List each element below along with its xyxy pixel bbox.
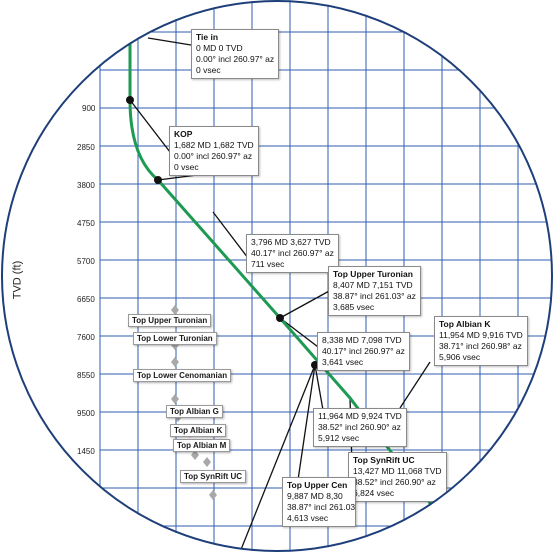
callout-md-tvd: 11,964 MD 9,924 TVD [318, 411, 402, 421]
callout-vsec: 0 vsec [174, 162, 199, 172]
callout-md-tvd: 13,427 MD 11,068 TVD [353, 466, 442, 476]
callout-top-upper-turonian: Top Upper Turonian 8,407 MD 7,151 TVD 38… [328, 266, 421, 316]
y-tick-label: 1450 [77, 447, 95, 456]
callout-tie-in: Tie in 0 MD 0 TVD 0.00° incl 260.97° az … [191, 29, 280, 79]
callout-md-tvd: 1,682 MD 1,682 TVD [174, 140, 254, 150]
callout-11964-md: 11,964 MD 9,924 TVD 38.52° incl 260.90° … [313, 408, 407, 447]
formation-diamond-marker [209, 490, 217, 500]
callout-top-synrift-uc: Top SynRift UC 13,427 MD 11,068 TVD 38.5… [348, 452, 447, 502]
formation-label: Top Albian G [166, 405, 223, 418]
callout-md-tvd: 8,338 MD 7,098 TVD [322, 335, 402, 345]
formation-label: Top Albian M [173, 439, 231, 452]
callout-kop: KOP 1,682 MD 1,682 TVD 0.00° incl 260.97… [169, 126, 259, 176]
callout-incl-az: 38.52° incl 260.90° az [318, 422, 401, 432]
callout-top-albian-k: Top Albian K 11,954 MD 9,916 TVD 38.71° … [434, 316, 528, 366]
callout-vsec: 711 vsec [251, 259, 285, 269]
y-tick-label: 7600 [77, 333, 95, 342]
callout-vsec: 5,912 vsec [318, 433, 360, 443]
formation-diamond-marker [203, 457, 211, 467]
callout-leader-line [314, 364, 324, 411]
callout-3796-md: 3,796 MD 3,627 TVD 40.17° incl 260.97° a… [246, 234, 339, 273]
y-tick-label: 9500 [77, 409, 95, 418]
y-tick-label: 8550 [77, 371, 95, 380]
callout-incl-az: 38.87° incl 261.03° az [333, 291, 416, 301]
callout-vsec: 4,613 vsec [287, 513, 329, 523]
callout-incl-az: 0.00° incl 260.97° az [196, 54, 275, 64]
callout-leader-line [279, 289, 332, 319]
callout-title: Top SynRift UC [353, 455, 415, 465]
callout-leader-line [147, 37, 192, 46]
formation-label: Top Albian K [170, 424, 227, 437]
callout-incl-az: 0.00° incl 260.97° az [174, 151, 253, 161]
callout-title: Tie in [196, 32, 219, 42]
trajectory-point [276, 314, 284, 322]
callout-title: KOP [174, 129, 193, 139]
callout-incl-az: 40.17° incl 260.97° az [251, 248, 334, 258]
y-tick-label: 3800 [77, 181, 95, 190]
formation-diamond-marker [171, 357, 179, 367]
callout-incl-az: 38.52° incl 260.90° az [353, 477, 436, 487]
callout-vsec: 3,641 vsec [322, 357, 364, 367]
y-tick-label: 6650 [77, 295, 95, 304]
formation-label: Top Lower Cenomanian [133, 369, 232, 382]
callout-md-tvd: 8,407 MD 7,151 TVD [333, 280, 413, 290]
callout-vsec: 6,824 vsec [353, 488, 395, 498]
callout-md-tvd: 0 MD 0 TVD [196, 43, 243, 53]
trajectory-point [126, 96, 134, 104]
formation-diamond-marker [171, 394, 179, 404]
y-axis-label: TVD (ft) [11, 260, 24, 300]
callout-vsec: 0 vsec [196, 65, 221, 75]
callout-title: Top Albian K [439, 319, 491, 329]
callout-vsec: 5,906 vsec [439, 352, 481, 362]
callout-incl-az: 38.71° incl 260.98° az [439, 341, 522, 351]
formation-label: Top Upper Turonian [128, 314, 212, 327]
callout-leader-line [212, 211, 249, 259]
callout-incl-az: 38.87° incl 261.03° az [287, 502, 356, 512]
formation-label: Top Lower Turonian [133, 332, 217, 345]
y-tick-label: 4750 [77, 219, 95, 228]
callout-title: Top Upper Turonian [333, 269, 413, 279]
formation-label: Top SynRift UC [180, 470, 247, 483]
callout-8338-md: 8,338 MD 7,098 TVD 40.17° incl 260.97° a… [317, 332, 410, 371]
y-tick-label: 2850 [77, 143, 95, 152]
trajectory-point [154, 176, 162, 184]
callout-md-tvd: 11,954 MD 9,916 TVD [439, 330, 523, 340]
callout-leader-line [279, 317, 323, 351]
callout-title: Top Upper Cen [287, 480, 348, 490]
callout-top-upper-cen: Top Upper Cen 9,887 MD 8,30 38.87° incl … [282, 477, 356, 527]
callout-incl-az: 40.17° incl 260.97° az [322, 346, 405, 356]
y-tick-label: 5700 [77, 257, 95, 266]
callout-md-tvd: 3,796 MD 3,627 TVD [251, 237, 331, 247]
callout-vsec: 3,685 vsec [333, 302, 375, 312]
y-tick-label: 900 [82, 104, 96, 113]
callout-md-tvd: 9,887 MD 8,30 [287, 491, 343, 501]
